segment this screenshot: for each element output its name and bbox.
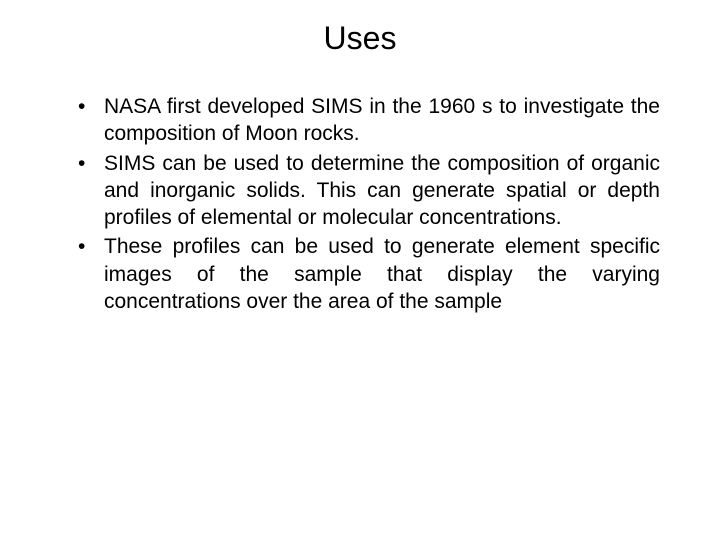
bullet-list: NASA first developed SIMS in the 1960 s … (60, 93, 660, 315)
slide: Uses NASA first developed SIMS in the 19… (0, 0, 720, 540)
slide-title: Uses (60, 20, 660, 57)
list-item: NASA first developed SIMS in the 1960 s … (88, 93, 660, 148)
list-item: SIMS can be used to determine the compos… (88, 150, 660, 232)
list-item: These profiles can be used to generate e… (88, 233, 660, 315)
